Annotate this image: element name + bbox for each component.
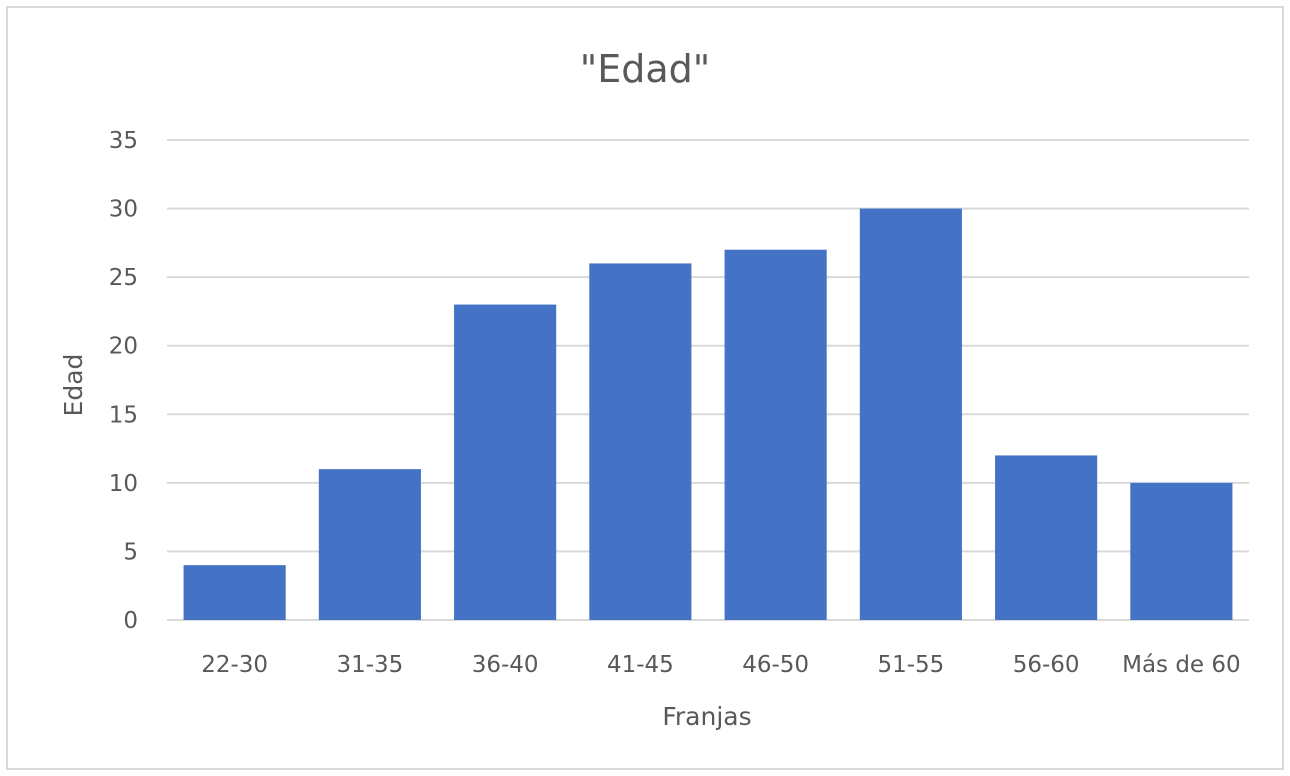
x-tick-label: Más de 60	[1122, 652, 1241, 678]
x-tick-label: 56-60	[1013, 652, 1080, 678]
x-tick-label: 31-35	[336, 652, 403, 678]
bar	[995, 455, 1098, 620]
y-tick-label: 10	[109, 471, 138, 497]
bar	[318, 469, 421, 620]
y-tick-label: 15	[109, 402, 138, 428]
x-axis-title: Franjas	[662, 702, 751, 731]
y-tick-label: 30	[109, 197, 138, 223]
x-tick-label: 51-55	[877, 652, 944, 678]
bars	[183, 208, 1233, 621]
x-axis-ticks: 22-30 31-35 36-40 41-45 46-50 51-55 56-60 Más d…	[201, 652, 1240, 678]
bar	[859, 208, 962, 621]
bar	[589, 263, 692, 620]
y-axis-title: Edad	[59, 354, 88, 417]
y-tick-label: 20	[109, 334, 138, 360]
x-tick-label: 22-30	[201, 652, 268, 678]
y-tick-label: 0	[123, 608, 138, 634]
y-tick-label: 35	[109, 128, 138, 154]
x-tick-label: 41-45	[607, 652, 674, 678]
chart-title: "Edad"	[580, 47, 711, 91]
x-tick-label: 36-40	[472, 652, 539, 678]
y-tick-label: 25	[109, 265, 138, 291]
y-tick-label: 5	[123, 539, 138, 565]
bar	[183, 565, 286, 620]
bar	[724, 249, 827, 620]
x-tick-label: 46-50	[742, 652, 809, 678]
y-axis-ticks: 0 5 10 15 20 25 30 35	[109, 128, 138, 634]
bar	[454, 304, 557, 620]
bar	[1130, 482, 1233, 620]
